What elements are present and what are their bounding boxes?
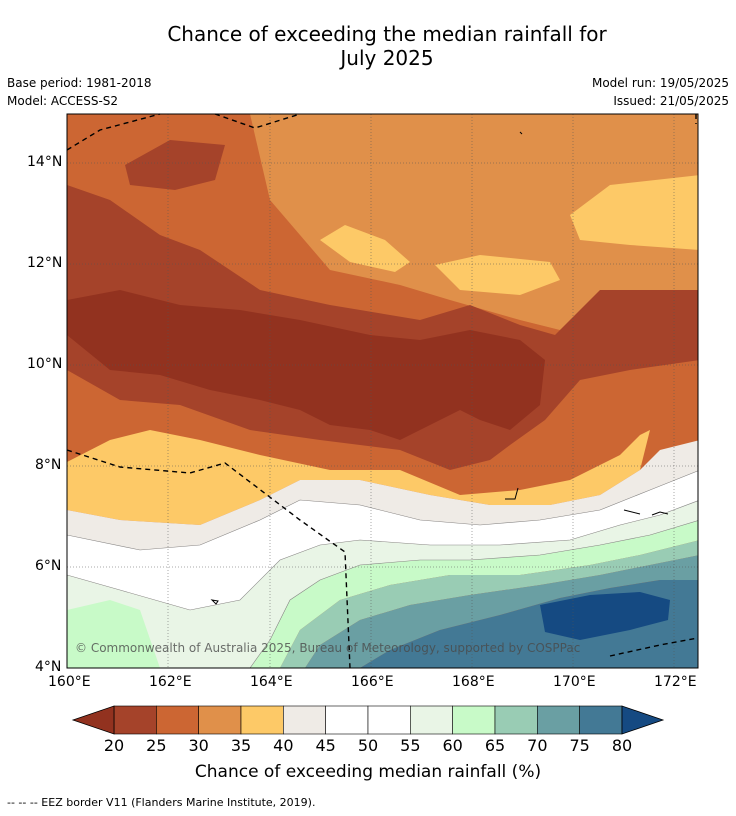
colorbar-cell [156,705,199,735]
lon-tick: 170°E [553,674,596,690]
lon-tick: 168°E [452,674,495,690]
band-20 [67,290,545,440]
colorbar-tick: 30 [188,736,209,755]
colorbar-tick: 50 [357,736,379,755]
issued-date: Issued: 21/05/2025 [613,94,729,108]
colorbar-cells [113,705,623,735]
band-60 [67,600,160,668]
contour-lines [67,470,698,668]
lon-tick: 166°E [351,674,394,690]
band-80 [540,592,670,640]
islands [210,131,669,605]
colorbar-tick: 60 [442,736,463,755]
gridlines [67,114,698,668]
band-60-east [250,520,698,668]
colorbar-cell [494,705,538,735]
colorbar-cell [283,705,326,735]
model-run: Model run: 19/05/2025 [591,76,729,90]
colorbar-under-arrow [71,705,115,735]
band-35 [250,114,698,330]
colorbar-tick: 45 [315,736,336,755]
lat-tick: 10°N [27,356,63,372]
band-40-north [570,175,698,250]
colorbar-cell [113,705,157,735]
colorbar-tick: 80 [611,736,633,755]
lat-tick: 6°N [35,558,62,574]
colorbar-tick: 70 [527,736,548,755]
band-70 [305,555,698,668]
map-field [67,114,698,668]
lat-tick: 14°N [27,154,63,170]
lon-tick: 164°E [250,674,293,690]
band-40-mid [320,225,410,272]
title-line-2: July 2025 [340,46,434,70]
lon-tick: 160°E [48,674,91,690]
band-50 [67,470,698,610]
meta-left: Base period: 1981-2018 Model: ACCESS-S2 [7,74,152,110]
map-frame [66,113,699,669]
band-40-south [67,430,650,525]
colorbar-cell [579,705,623,735]
lon-tick: 172°E [654,674,697,690]
colorbar-cell [367,705,411,735]
colorbar-tick: 20 [103,736,125,755]
model-name: Model: ACCESS-S2 [7,94,119,108]
colorbar-label: Chance of exceeding median rainfall (%) [194,762,542,782]
rainfall-map [66,113,699,669]
title-line-1: Chance of exceeding the median rainfall … [167,22,607,46]
band-55 [67,500,698,668]
colorbar-tick: 25 [146,736,167,755]
lat-tick: 8°N [35,457,62,473]
colorbar-tick: 55 [400,736,421,755]
lat-tick: 12°N [27,255,63,271]
lon-tick: 162°E [149,674,192,690]
colorbar-over-arrow [621,705,665,735]
colorbar-tick: 40 [273,736,294,755]
eez-border [66,113,699,669]
colorbar-cell [410,705,453,735]
colorbar-cell [240,705,284,735]
band-25-north [125,140,225,190]
colorbar-tick: 65 [484,736,506,755]
eez-legend: -- -- -- EEZ border V11 (Flanders Marine… [7,796,316,809]
colorbar-cell [198,705,242,735]
lat-tick: 4°N [35,659,62,675]
band-65 [280,540,698,668]
colorbar-tick: 35 [230,736,252,755]
band-40-mid2 [435,255,560,295]
map-title: Chance of exceeding the median rainfall … [0,22,736,70]
colorbar-cell [325,705,369,735]
colorbar-cell [452,705,496,735]
colorbar [71,705,665,735]
base-period: Base period: 1981-2018 [7,76,152,90]
meta-right: Model run: 19/05/2025 Issued: 21/05/2025 [592,74,729,110]
colorbar-cell [537,705,580,735]
colorbar-tick: 75 [569,736,590,755]
copyright-text: © Commonwealth of Australia 2025, Bureau… [75,641,581,655]
band-45 [67,440,698,550]
